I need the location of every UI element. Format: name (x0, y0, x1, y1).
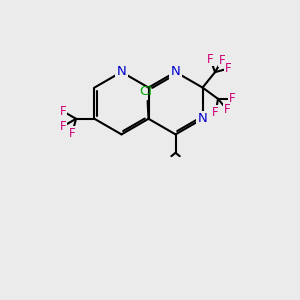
Text: F: F (212, 106, 219, 119)
Text: F: F (207, 53, 214, 66)
Text: N: N (198, 112, 207, 125)
Text: F: F (225, 62, 232, 75)
Text: F: F (60, 120, 67, 133)
Text: F: F (69, 127, 76, 140)
Text: F: F (228, 92, 235, 105)
Text: N: N (117, 65, 126, 79)
Text: Cl: Cl (140, 85, 153, 98)
Text: F: F (224, 103, 230, 116)
Text: F: F (60, 105, 67, 118)
Text: F: F (219, 54, 225, 67)
Text: N: N (171, 65, 180, 79)
